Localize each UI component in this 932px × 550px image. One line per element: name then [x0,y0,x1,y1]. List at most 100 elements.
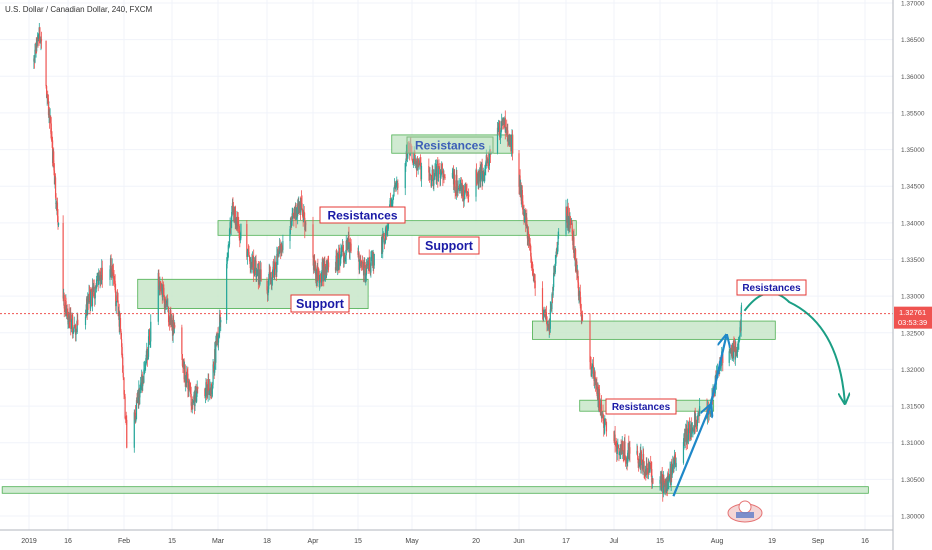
candle-body [664,485,666,487]
candle-body [143,368,146,370]
time-tick-label: Sep [812,538,825,545]
candle-body [641,468,644,470]
price-tick-label: 1.31000 [901,440,925,447]
candle-body [269,272,271,279]
candle-body [661,474,663,483]
candle-body [117,300,119,314]
candle-body [210,384,213,394]
candle-body [232,205,234,209]
candle-body [699,406,701,416]
candle-body [91,286,94,306]
candle-body [439,176,442,178]
time-tick-label: 20 [472,538,480,545]
candle-body [146,348,148,361]
candle-body [692,430,694,432]
candle-body [143,369,145,383]
annotation-text: Resistances [327,208,397,222]
candle-body [115,290,117,307]
candle-body [260,269,262,281]
candle-body [112,266,114,273]
candle-body [149,331,151,345]
candle-body [317,275,320,278]
candle-body [673,464,675,468]
candle-body [57,222,60,226]
candle-body [534,275,536,281]
candle-body [482,174,484,182]
chart-grid [0,0,893,530]
candle-body [217,335,220,343]
candle-body [341,251,343,252]
candle-body [227,245,229,258]
candle-body [87,297,89,303]
candle-body [226,263,228,321]
candle-body [496,127,499,154]
candle-body [191,402,193,406]
candle-body [641,459,643,469]
candle-body [50,129,52,135]
candle-body [364,263,366,266]
candle-body [395,184,397,186]
candle-body [499,133,502,137]
time-axis[interactable]: 2019 16 Feb 15 Mar 18 Apr 15 May 20 Jun 17 Jul 15 Aug 1… [0,529,893,545]
annotation-resistances-top[interactable]: Resistances [406,136,494,154]
candle-body [475,170,478,178]
annotation-box [290,294,350,313]
candle-body [646,467,649,473]
annotation-text: Resistances [742,283,801,294]
candle-body [240,224,242,239]
candle-body [519,175,521,195]
candle-body [580,305,582,312]
candle-body [139,384,142,390]
candle-body [392,196,394,200]
candle-body [614,434,616,445]
candle-body [475,170,477,197]
candle-body [187,373,189,390]
annotation-support-mid[interactable]: Support [418,236,480,255]
candle-body [219,314,221,333]
candle-body [480,168,482,173]
candle-body [499,121,501,138]
candle-body [695,421,697,425]
candle-body [238,225,240,239]
candle-body [648,461,650,472]
candle-body [738,335,741,341]
candle-body [188,381,191,385]
candle-body [685,429,687,442]
candle-body [144,364,146,369]
candle-body [510,138,513,151]
candle-body [507,130,509,139]
annotation-resistances-mid[interactable]: Resistances [319,206,406,224]
candle-body [72,332,74,334]
candle-body [392,199,394,204]
candle-body [579,291,581,306]
candle-body [211,389,213,394]
candle-body [397,183,399,189]
candle-body [673,455,676,465]
candle-body [196,386,198,393]
candle-body [527,231,530,242]
candle-body [428,172,430,176]
candle-body [171,317,173,331]
candle-body [297,203,299,217]
candle-body [478,173,480,184]
candle-body [589,362,592,363]
candle-body [490,153,492,155]
annotation-resistances-low[interactable]: Resistances [605,398,677,415]
candle-body [73,328,75,333]
annotation-resistances-right[interactable]: Resistances [736,279,807,296]
candle-body [600,400,602,418]
candle-body [544,309,546,315]
candle-body [349,242,352,244]
last-price-value: 1.32761 [899,308,926,317]
annotation-support-left[interactable]: Support [290,294,350,313]
candle-body [693,429,695,431]
candle-body [226,260,228,264]
price-axis[interactable]: 1.37000 1.36500 1.36000 1.35500 1.35000 1.345… [892,0,925,550]
candle-body [231,206,233,212]
candle-body [228,245,230,246]
candle-body [531,262,534,270]
candle-body [317,266,319,276]
candle-body [443,173,445,176]
candle-body [121,347,123,358]
